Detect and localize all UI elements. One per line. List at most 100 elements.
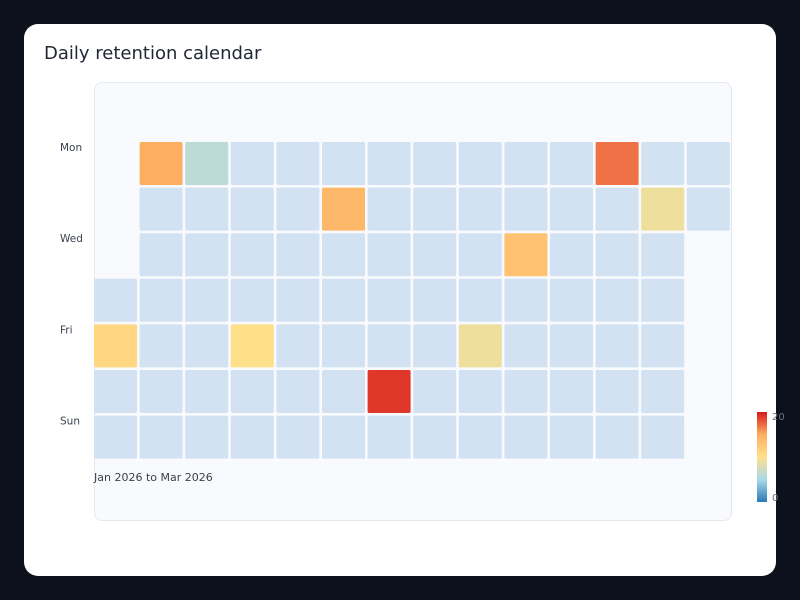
heatmap-cell[interactable] <box>185 187 229 231</box>
heatmap-cell[interactable] <box>367 142 411 185</box>
heatmap-cell[interactable] <box>595 370 639 413</box>
heatmap-cell[interactable] <box>641 187 685 231</box>
heatmap-cell[interactable] <box>276 415 320 459</box>
heatmap-cell[interactable] <box>686 142 730 185</box>
heatmap-cell[interactable] <box>94 324 137 368</box>
heatmap-cell[interactable] <box>185 415 229 459</box>
heatmap-cell[interactable] <box>230 142 274 185</box>
colorbar <box>757 412 767 502</box>
heatmap-cell[interactable] <box>367 187 411 231</box>
heatmap-cell[interactable] <box>550 233 593 277</box>
colorbar-min-label: 0 <box>772 493 778 504</box>
heatmap-cell[interactable] <box>230 370 274 413</box>
heatmap-cell[interactable] <box>413 233 457 277</box>
heatmap-cell[interactable] <box>413 415 457 459</box>
heatmap-cell[interactable] <box>230 233 274 277</box>
heatmap-cell[interactable] <box>413 142 457 185</box>
row-label-sun: Sun <box>60 416 80 428</box>
heatmap-cell[interactable] <box>276 142 320 185</box>
heatmap-cell[interactable] <box>458 187 502 231</box>
heatmap-cell[interactable] <box>595 324 639 368</box>
heatmap-cell[interactable] <box>230 278 274 322</box>
heatmap-cell[interactable] <box>139 233 183 277</box>
heatmap-cell[interactable] <box>367 233 411 277</box>
heatmap-cell[interactable] <box>550 187 593 231</box>
heatmap-cell[interactable] <box>458 142 502 185</box>
heatmap-cell[interactable] <box>94 370 137 413</box>
heatmap-cell[interactable] <box>322 324 365 368</box>
date-range-label: Jan 2026 to Mar 2026 <box>93 471 213 484</box>
heatmap-cell[interactable] <box>322 233 365 277</box>
heatmap-cell[interactable] <box>322 370 365 413</box>
heatmap-cell[interactable] <box>94 278 137 322</box>
heatmap-cell[interactable] <box>276 370 320 413</box>
heatmap-cell[interactable] <box>504 278 548 322</box>
heatmap-cell[interactable] <box>230 324 274 368</box>
heatmap-cell[interactable] <box>595 187 639 231</box>
heatmap-cell[interactable] <box>504 324 548 368</box>
heatmap-cell[interactable] <box>458 415 502 459</box>
heatmap-cell[interactable] <box>504 415 548 459</box>
heatmap-cell[interactable] <box>641 142 685 185</box>
heatmap-cell[interactable] <box>322 187 365 231</box>
heatmap-cell[interactable] <box>641 324 685 368</box>
chart-title: Daily retention calendar <box>44 43 262 64</box>
heatmap-cell[interactable] <box>458 278 502 322</box>
heatmap-cell[interactable] <box>276 324 320 368</box>
heatmap-cell[interactable] <box>458 233 502 277</box>
heatmap-cell[interactable] <box>413 324 457 368</box>
heatmap-cell[interactable] <box>185 142 229 185</box>
heatmap-cell[interactable] <box>367 324 411 368</box>
row-label-fri: Fri <box>60 324 73 336</box>
heatmap-cell[interactable] <box>139 142 183 185</box>
heatmap-cell[interactable] <box>367 415 411 459</box>
heatmap-cell[interactable] <box>185 233 229 277</box>
heatmap-cell[interactable] <box>550 324 593 368</box>
heatmap-cell[interactable] <box>641 415 685 459</box>
heatmap-cell[interactable] <box>139 187 183 231</box>
heatmap-cell[interactable] <box>276 187 320 231</box>
heatmap-cell[interactable] <box>686 187 730 231</box>
heatmap-cell[interactable] <box>550 370 593 413</box>
heatmap-cell[interactable] <box>230 415 274 459</box>
heatmap-cell[interactable] <box>139 278 183 322</box>
heatmap-cell[interactable] <box>595 142 639 185</box>
heatmap-cell[interactable] <box>322 142 365 185</box>
heatmap-cell[interactable] <box>641 370 685 413</box>
heatmap-cell[interactable] <box>139 370 183 413</box>
heatmap-cell[interactable] <box>595 233 639 277</box>
heatmap-cell[interactable] <box>276 278 320 322</box>
heatmap-cell[interactable] <box>185 278 229 322</box>
heatmap-cell[interactable] <box>641 233 685 277</box>
heatmap-cell[interactable] <box>504 142 548 185</box>
heatmap-cell[interactable] <box>367 278 411 322</box>
heatmap-cell[interactable] <box>458 324 502 368</box>
heatmap-cell[interactable] <box>367 370 411 413</box>
heatmap-cell[interactable] <box>413 187 457 231</box>
heatmap-cell[interactable] <box>504 233 548 277</box>
heatmap-cell[interactable] <box>139 415 183 459</box>
heatmap-cell[interactable] <box>550 415 593 459</box>
heatmap-cell[interactable] <box>139 324 183 368</box>
heatmap-cell[interactable] <box>504 370 548 413</box>
heatmap-cell[interactable] <box>322 415 365 459</box>
heatmap-cell[interactable] <box>595 278 639 322</box>
row-label-wed: Wed <box>60 233 83 245</box>
heatmap-cell[interactable] <box>550 278 593 322</box>
row-label-mon: Mon <box>60 142 82 154</box>
heatmap-cell[interactable] <box>322 278 365 322</box>
heatmap-cell[interactable] <box>413 278 457 322</box>
heatmap-cell[interactable] <box>94 415 137 459</box>
heatmap-cell[interactable] <box>458 370 502 413</box>
heatmap-cell[interactable] <box>641 278 685 322</box>
heatmap-cell[interactable] <box>413 370 457 413</box>
colorbar-max-label: 20 <box>772 412 785 423</box>
heatmap-cell[interactable] <box>230 187 274 231</box>
heatmap-cell[interactable] <box>185 324 229 368</box>
heatmap-cell[interactable] <box>550 142 593 185</box>
heatmap-cell[interactable] <box>276 233 320 277</box>
heatmap-cell[interactable] <box>595 415 639 459</box>
heatmap-cell[interactable] <box>185 370 229 413</box>
heatmap-cell[interactable] <box>504 187 548 231</box>
